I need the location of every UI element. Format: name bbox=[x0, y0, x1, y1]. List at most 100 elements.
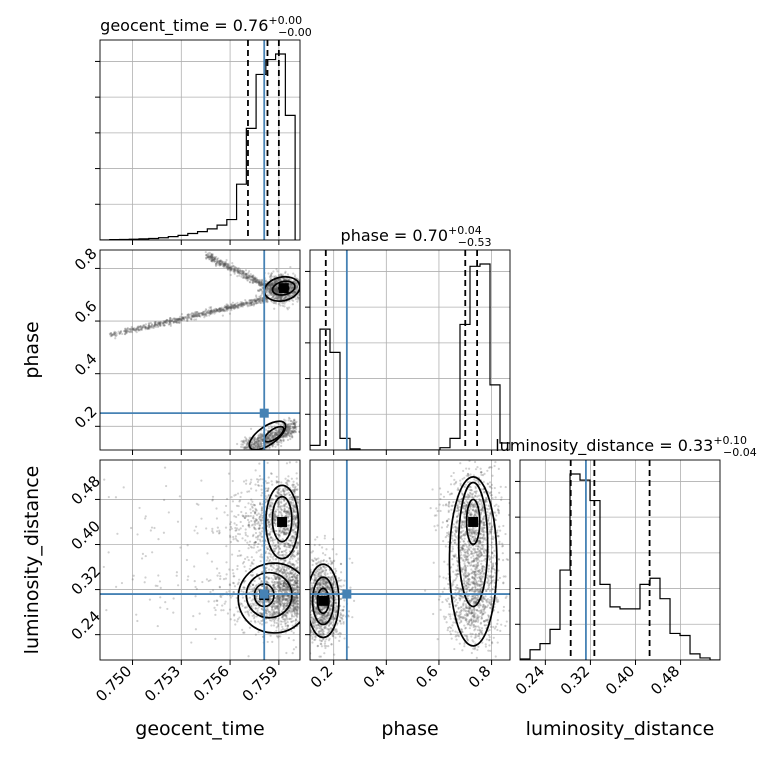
sample-point bbox=[208, 255, 211, 258]
sample-point bbox=[190, 641, 193, 644]
sample-point bbox=[212, 259, 215, 262]
sample-point bbox=[294, 646, 298, 649]
sample-point bbox=[277, 505, 280, 508]
sample-point bbox=[136, 327, 139, 330]
sample-point bbox=[137, 327, 140, 330]
sample-point bbox=[285, 294, 288, 297]
sample-point bbox=[233, 585, 237, 588]
sample-point bbox=[256, 480, 260, 484]
sample-point bbox=[267, 601, 270, 604]
sample-point bbox=[219, 577, 222, 580]
sample-point bbox=[286, 624, 289, 627]
sample-point bbox=[259, 444, 262, 447]
sample-point bbox=[247, 558, 250, 562]
sample-point bbox=[152, 326, 155, 329]
sample-point bbox=[237, 272, 240, 275]
sample-point bbox=[213, 310, 216, 314]
sample-point bbox=[246, 304, 249, 307]
sample-point bbox=[241, 302, 244, 305]
sample-point bbox=[254, 440, 257, 443]
sample-point bbox=[112, 333, 115, 336]
sample-point bbox=[174, 318, 177, 321]
sample-point bbox=[250, 301, 253, 304]
sample-point bbox=[178, 317, 181, 321]
sample-point bbox=[253, 280, 256, 283]
sample-point bbox=[159, 586, 162, 590]
sample-point bbox=[258, 462, 261, 465]
sample-point bbox=[163, 324, 166, 327]
sample-point bbox=[259, 478, 262, 481]
sample-point bbox=[274, 289, 277, 292]
sample-point bbox=[270, 275, 273, 278]
sample-point bbox=[232, 538, 235, 541]
sample-point bbox=[169, 324, 172, 327]
sample-point bbox=[283, 305, 286, 308]
sample-point bbox=[247, 614, 251, 617]
sample-point bbox=[182, 317, 185, 320]
sample-point bbox=[258, 622, 262, 625]
sample-point bbox=[295, 559, 298, 563]
sample-point bbox=[254, 510, 257, 513]
sample-point bbox=[175, 321, 178, 324]
sample-point bbox=[224, 577, 228, 580]
sample-point bbox=[288, 417, 291, 420]
sample-point bbox=[115, 585, 118, 588]
sample-point bbox=[260, 279, 264, 282]
sample-point bbox=[169, 321, 172, 324]
sample-point bbox=[255, 297, 258, 300]
sample-point bbox=[258, 282, 261, 285]
sample-point bbox=[175, 317, 178, 320]
sample-point bbox=[131, 328, 135, 331]
sample-point bbox=[257, 588, 260, 591]
sample-point bbox=[273, 287, 276, 290]
sample-point bbox=[296, 612, 299, 615]
sample-point bbox=[162, 322, 165, 326]
sample-point bbox=[236, 554, 239, 557]
sample-point bbox=[249, 302, 253, 305]
sample-point bbox=[261, 439, 264, 443]
sample-point bbox=[144, 323, 148, 326]
sample-point bbox=[292, 522, 295, 525]
sample-point bbox=[257, 630, 260, 634]
sample-point bbox=[252, 445, 255, 449]
sample-point bbox=[210, 255, 213, 258]
sample-point bbox=[248, 490, 251, 493]
sample-point bbox=[270, 293, 273, 296]
sample-point bbox=[140, 327, 143, 330]
sample-point bbox=[256, 442, 260, 445]
sample-point bbox=[258, 439, 261, 443]
sample-point bbox=[211, 309, 214, 312]
sample-point bbox=[292, 596, 295, 599]
sample-point bbox=[225, 309, 229, 312]
sample-point bbox=[289, 427, 293, 430]
sample-point bbox=[225, 306, 228, 310]
sample-point bbox=[297, 296, 300, 299]
sample-point bbox=[227, 308, 230, 311]
sample-point bbox=[229, 306, 232, 309]
sample-point bbox=[265, 437, 268, 440]
sample-point bbox=[230, 308, 233, 312]
sample-point bbox=[226, 305, 229, 308]
sample-point bbox=[285, 278, 288, 281]
sample-point bbox=[267, 487, 270, 490]
sample-point bbox=[144, 325, 147, 329]
sample-point bbox=[223, 263, 226, 267]
sample-point bbox=[261, 298, 264, 301]
sample-point bbox=[254, 300, 257, 303]
sample-point bbox=[275, 286, 278, 289]
sample-point bbox=[290, 607, 293, 611]
sample-point bbox=[206, 256, 210, 259]
sample-point bbox=[257, 301, 260, 304]
sample-point bbox=[148, 598, 152, 601]
sample-point bbox=[280, 297, 283, 300]
sample-point bbox=[239, 271, 242, 274]
sample-point bbox=[153, 325, 156, 328]
sample-point bbox=[206, 254, 209, 258]
sample-point bbox=[267, 283, 271, 286]
sample-point bbox=[273, 288, 277, 291]
sample-point bbox=[260, 294, 263, 297]
sample-point bbox=[239, 301, 242, 304]
sample-point bbox=[273, 288, 277, 291]
sample-point bbox=[272, 295, 275, 298]
sample-point bbox=[218, 310, 221, 313]
